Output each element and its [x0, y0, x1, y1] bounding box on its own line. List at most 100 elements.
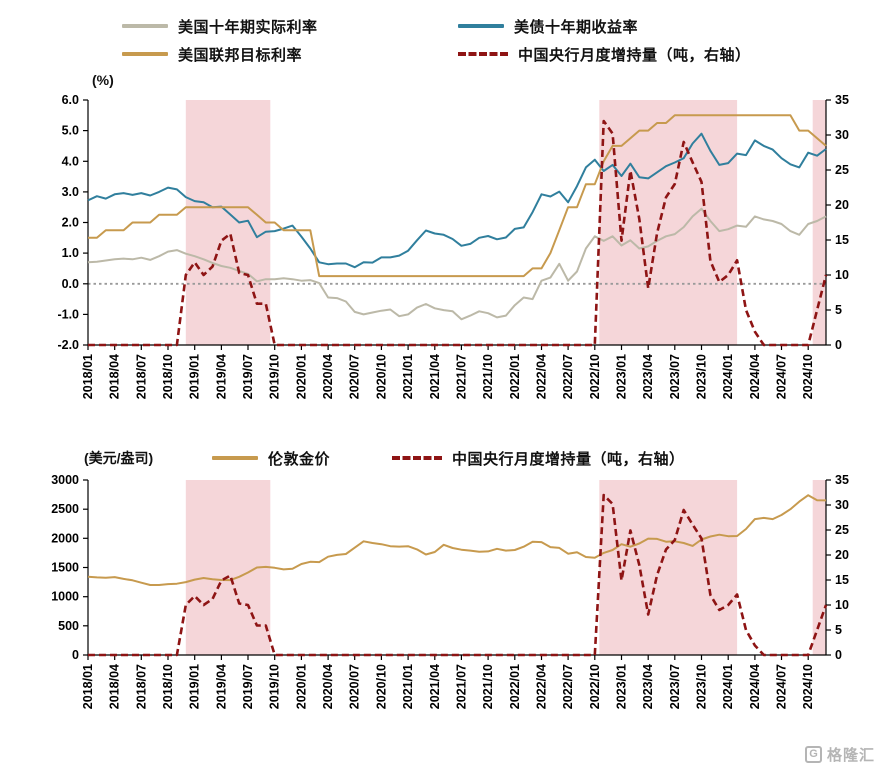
svg-text:2019/07: 2019/07 [241, 354, 255, 399]
svg-text:2023/04: 2023/04 [641, 664, 655, 709]
svg-text:2020/01: 2020/01 [294, 354, 308, 399]
svg-text:5: 5 [835, 303, 842, 317]
svg-text:2020/04: 2020/04 [321, 664, 335, 709]
svg-text:2018/10: 2018/10 [161, 664, 175, 709]
svg-text:25: 25 [835, 163, 849, 177]
svg-text:10: 10 [835, 268, 849, 282]
svg-text:2018/01: 2018/01 [81, 354, 95, 399]
svg-text:4.0: 4.0 [62, 154, 79, 168]
svg-text:2022/07: 2022/07 [561, 354, 575, 399]
svg-text:2023/01: 2023/01 [615, 664, 629, 709]
svg-text:2018/07: 2018/07 [134, 664, 148, 709]
svg-text:2021/04: 2021/04 [428, 664, 442, 709]
svg-text:2021/07: 2021/07 [454, 354, 468, 399]
bottom-chart-unit-label: (美元/盎司) [84, 450, 154, 466]
bottom-chart-section: (美元/盎司) 伦敦金价 中国央行月度增持量（吨，右轴） 3000 2500 200… [0, 444, 885, 724]
svg-text:30: 30 [835, 128, 849, 142]
svg-text:2022/01: 2022/01 [508, 354, 522, 399]
svg-text:2018/01: 2018/01 [81, 664, 95, 709]
svg-text:35: 35 [835, 93, 849, 107]
svg-text:25: 25 [835, 523, 849, 537]
svg-text:500: 500 [58, 619, 79, 633]
svg-text:2024/01: 2024/01 [721, 354, 735, 399]
svg-text:20: 20 [835, 198, 849, 212]
svg-text:2020/07: 2020/07 [348, 354, 362, 399]
svg-text:5: 5 [835, 623, 842, 637]
svg-text:5.0: 5.0 [62, 124, 79, 138]
us-10y-yield-line-swatch [458, 24, 504, 28]
svg-text:2022/07: 2022/07 [561, 664, 575, 709]
legend-item-pboc-purchases-bottom: 中国央行月度增持量（吨，右轴） [392, 448, 685, 469]
svg-text:-1.0: -1.0 [57, 307, 79, 321]
svg-text:15: 15 [835, 233, 849, 247]
svg-text:2023/10: 2023/10 [695, 664, 709, 709]
london-gold-line-swatch [212, 456, 258, 460]
svg-text:2024/01: 2024/01 [721, 664, 735, 709]
svg-text:0.0: 0.0 [62, 277, 79, 291]
svg-text:2019/04: 2019/04 [214, 354, 228, 399]
legend-item-fed-target-rate: 美国联邦目标利率 [122, 44, 458, 65]
legend-item-us-real-rate: 美国十年期实际利率 [122, 16, 458, 37]
svg-text:2022/10: 2022/10 [588, 354, 602, 399]
svg-text:2019/04: 2019/04 [214, 664, 228, 709]
svg-text:2024/10: 2024/10 [801, 664, 815, 709]
svg-text:10: 10 [835, 598, 849, 612]
svg-text:2019/01: 2019/01 [188, 354, 202, 399]
svg-text:2024/10: 2024/10 [801, 354, 815, 399]
svg-text:2500: 2500 [51, 502, 79, 516]
svg-text:15: 15 [835, 573, 849, 587]
svg-text:20: 20 [835, 548, 849, 562]
svg-text:-2.0: -2.0 [57, 338, 79, 352]
legend-item-us-10y-yield: 美债十年期收益率 [458, 16, 638, 37]
svg-text:2023/10: 2023/10 [695, 354, 709, 399]
svg-text:0: 0 [835, 648, 842, 662]
svg-text:2020/10: 2020/10 [374, 664, 388, 709]
svg-text:3000: 3000 [51, 473, 79, 487]
svg-text:2021/10: 2021/10 [481, 354, 495, 399]
fed-target-rate-label: 美国联邦目标利率 [178, 46, 303, 64]
top-chart-unit-label: (%) [92, 72, 114, 88]
svg-text:2022/04: 2022/04 [535, 354, 549, 399]
svg-text:2021/01: 2021/01 [401, 664, 415, 709]
gold-price-and-pboc-purchases-chart: 3000250020001500100050003530252015105020… [51, 473, 849, 709]
svg-text:2.0: 2.0 [62, 216, 79, 230]
svg-text:2020/04: 2020/04 [321, 354, 335, 399]
svg-text:2020/01: 2020/01 [294, 664, 308, 709]
svg-text:2021/01: 2021/01 [401, 354, 415, 399]
bottom-chart-legend: (美元/盎司) 伦敦金价 中国央行月度增持量（吨，右轴） [84, 444, 885, 472]
svg-text:2019/07: 2019/07 [241, 664, 255, 709]
legend-row-2: 美国联邦目标利率 中国央行月度增持量（吨，右轴） [122, 40, 885, 68]
svg-text:2021/07: 2021/07 [454, 664, 468, 709]
svg-text:2018/07: 2018/07 [134, 354, 148, 399]
svg-text:1.0: 1.0 [62, 246, 79, 260]
us-10y-yield-label: 美债十年期收益率 [514, 18, 639, 36]
svg-text:2020/10: 2020/10 [374, 354, 388, 399]
svg-text:2024/07: 2024/07 [775, 664, 789, 709]
svg-text:2022/04: 2022/04 [535, 664, 549, 709]
svg-text:2019/01: 2019/01 [188, 664, 202, 709]
svg-text:2022/10: 2022/10 [588, 664, 602, 709]
svg-text:2020/07: 2020/07 [348, 664, 362, 709]
svg-text:2024/04: 2024/04 [748, 354, 762, 399]
svg-text:6.0: 6.0 [62, 93, 79, 107]
svg-text:2021/04: 2021/04 [428, 354, 442, 399]
svg-text:0: 0 [835, 338, 842, 352]
svg-text:2021/10: 2021/10 [481, 664, 495, 709]
us-real-rate-line-swatch [122, 24, 168, 28]
svg-text:2018/10: 2018/10 [161, 354, 175, 399]
pboc-purchases-label-bottom: 中国央行月度增持量（吨，右轴） [452, 450, 685, 468]
svg-text:35: 35 [835, 473, 849, 487]
watermark-text: 格隆汇 [826, 747, 875, 764]
svg-text:2000: 2000 [51, 531, 79, 545]
svg-text:3.0: 3.0 [62, 185, 79, 199]
gelonghui-watermark: G 格隆汇 [804, 744, 875, 765]
legend-item-pboc-purchases-top: 中国央行月度增持量（吨，右轴） [458, 44, 751, 65]
svg-text:1500: 1500 [51, 561, 79, 575]
london-gold-label: 伦敦金价 [268, 450, 331, 468]
pboc-purchases-dashed-swatch-bottom [392, 456, 443, 460]
top-chart-section: 美国十年期实际利率 美债十年期收益率 美国联邦目标利率 中国央行月度增持量（吨，… [0, 12, 885, 414]
us-real-rate-label: 美国十年期实际利率 [178, 18, 318, 36]
svg-text:2024/07: 2024/07 [775, 354, 789, 399]
top-chart-legend: 美国十年期实际利率 美债十年期收益率 美国联邦目标利率 中国央行月度增持量（吨，… [122, 12, 885, 68]
